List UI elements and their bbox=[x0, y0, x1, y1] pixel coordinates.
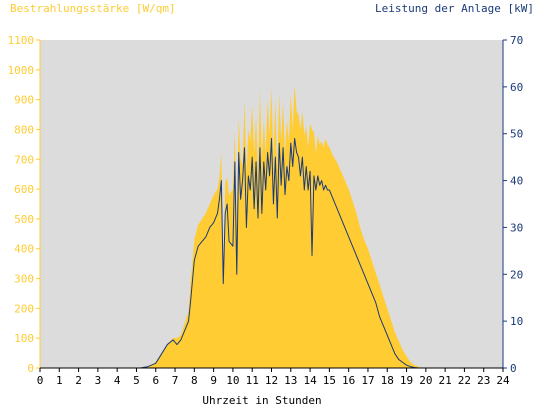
x-tick-label: 24 bbox=[496, 374, 510, 387]
left-tick-label: 0 bbox=[27, 362, 34, 375]
x-tick-label: 9 bbox=[210, 374, 217, 387]
x-tick-label: 7 bbox=[172, 374, 179, 387]
x-tick-label: 15 bbox=[323, 374, 336, 387]
x-tick-label: 14 bbox=[303, 374, 317, 387]
x-tick-label: 2 bbox=[75, 374, 82, 387]
x-tick-label: 0 bbox=[37, 374, 44, 387]
x-tick-label: 10 bbox=[226, 374, 239, 387]
left-tick-label: 900 bbox=[14, 94, 34, 107]
right-tick-label: 10 bbox=[510, 315, 523, 328]
right-tick-label: 30 bbox=[510, 221, 523, 234]
left-tick-label: 300 bbox=[14, 273, 34, 286]
left-tick-label: 600 bbox=[14, 183, 34, 196]
irradiance-area bbox=[40, 84, 503, 368]
x-tick-label: 18 bbox=[381, 374, 394, 387]
left-tick-label: 200 bbox=[14, 302, 34, 315]
right-tick-label: 60 bbox=[510, 81, 523, 94]
x-tick-label: 22 bbox=[458, 374, 471, 387]
right-tick-label: 40 bbox=[510, 175, 523, 188]
left-axis-label: Bestrahlungsstärke [W/qm] bbox=[10, 2, 176, 15]
x-axis-label: Uhrzeit in Stunden bbox=[202, 394, 321, 407]
left-tick-label: 800 bbox=[14, 123, 34, 136]
left-tick-label: 500 bbox=[14, 213, 34, 226]
right-tick-label: 20 bbox=[510, 268, 523, 281]
left-tick-label: 400 bbox=[14, 243, 34, 256]
x-tick-label: 1 bbox=[56, 374, 63, 387]
x-tick-label: 17 bbox=[361, 374, 374, 387]
left-tick-label: 700 bbox=[14, 153, 34, 166]
x-tick-label: 3 bbox=[95, 374, 102, 387]
right-tick-label: 70 bbox=[510, 34, 523, 47]
ticks-layer: 0100200300400500600700800900100011000102… bbox=[8, 34, 524, 387]
x-tick-label: 12 bbox=[265, 374, 278, 387]
x-tick-label: 5 bbox=[133, 374, 140, 387]
right-tick-label: 50 bbox=[510, 128, 523, 141]
x-tick-label: 23 bbox=[477, 374, 490, 387]
left-tick-label: 1100 bbox=[8, 34, 35, 47]
right-axis-label: Leistung der Anlage [kW] bbox=[375, 2, 534, 15]
series-layer bbox=[40, 84, 503, 369]
x-tick-label: 11 bbox=[246, 374, 259, 387]
left-tick-label: 100 bbox=[14, 332, 34, 345]
x-tick-label: 13 bbox=[284, 374, 297, 387]
right-tick-label: 0 bbox=[510, 362, 517, 375]
power-line bbox=[40, 137, 503, 369]
x-tick-label: 21 bbox=[439, 374, 452, 387]
x-tick-label: 8 bbox=[191, 374, 198, 387]
x-tick-label: 6 bbox=[152, 374, 159, 387]
x-tick-label: 19 bbox=[400, 374, 413, 387]
x-tick-label: 20 bbox=[419, 374, 432, 387]
x-tick-label: 4 bbox=[114, 374, 121, 387]
x-tick-label: 16 bbox=[342, 374, 355, 387]
left-tick-label: 1000 bbox=[8, 64, 35, 77]
